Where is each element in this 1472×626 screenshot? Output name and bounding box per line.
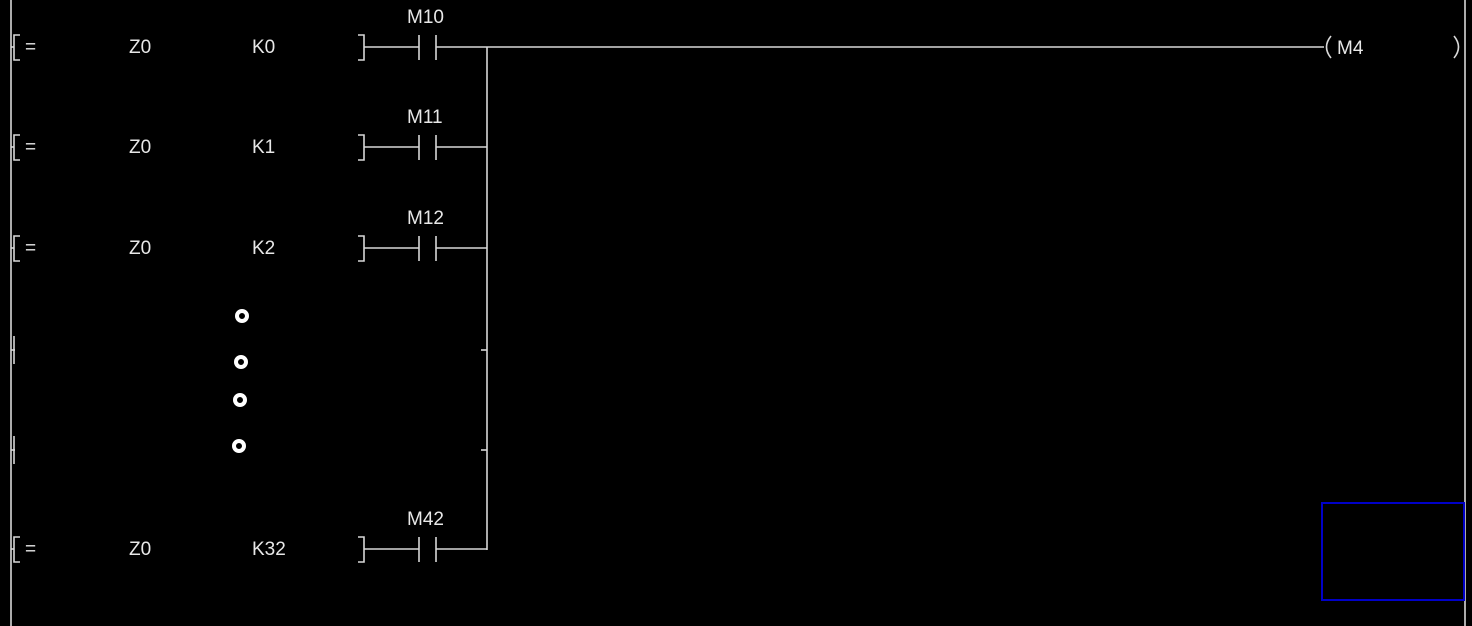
rung[interactable]: = Z0 K1 M11 (11, 107, 487, 161)
contact-label: M10 (407, 7, 444, 28)
compare-operator: = (25, 238, 36, 259)
coil-open-paren (1325, 35, 1332, 59)
ellipsis-dot (233, 393, 247, 407)
compare-operand1: Z0 (129, 238, 151, 259)
compare-close-bracket (358, 235, 365, 262)
compare-operand2: K32 (252, 539, 286, 560)
cursor-selection[interactable] (1321, 502, 1465, 601)
rung[interactable]: = Z0 K2 M12 (11, 208, 487, 262)
compare-operand2: K2 (252, 238, 275, 259)
contact-label: M12 (407, 208, 444, 229)
ellipsis-dot (234, 355, 248, 369)
compare-open-bracket (13, 235, 20, 262)
ellipsis-dot (235, 309, 249, 323)
rung[interactable]: = Z0 K32 M42 (11, 509, 487, 563)
compare-open-bracket (13, 134, 20, 161)
contact-label: M11 (407, 107, 443, 128)
coil-close-paren (1453, 35, 1460, 59)
contact[interactable]: M10 (407, 7, 444, 60)
contact[interactable]: M12 (407, 208, 444, 261)
compare-close-bracket (358, 536, 365, 563)
coil-label: M4 (1337, 38, 1364, 59)
ellipsis-dot (232, 439, 246, 453)
compare-operand1: Z0 (129, 539, 151, 560)
compare-close-bracket (358, 34, 365, 61)
compare-operator: = (25, 37, 36, 58)
contact[interactable]: M42 (407, 509, 444, 562)
compare-open-bracket (13, 34, 20, 61)
compare-operand1: Z0 (129, 37, 151, 58)
coil-m4[interactable]: M4 (1325, 35, 1460, 59)
contact[interactable]: M11 (407, 107, 443, 160)
compare-operand2: K0 (252, 37, 275, 58)
compare-operator: = (25, 539, 36, 560)
contact-label: M42 (407, 509, 444, 530)
omitted-rung-stub (11, 336, 487, 364)
compare-operator: = (25, 137, 36, 158)
compare-operand2: K1 (252, 137, 275, 158)
compare-operand1: Z0 (129, 137, 151, 158)
compare-close-bracket (358, 134, 365, 161)
compare-open-bracket (13, 536, 20, 563)
ellipsis-dots (232, 309, 249, 453)
omitted-rung-stub (11, 436, 487, 464)
rung[interactable]: = Z0 K0 M10 (11, 7, 487, 61)
